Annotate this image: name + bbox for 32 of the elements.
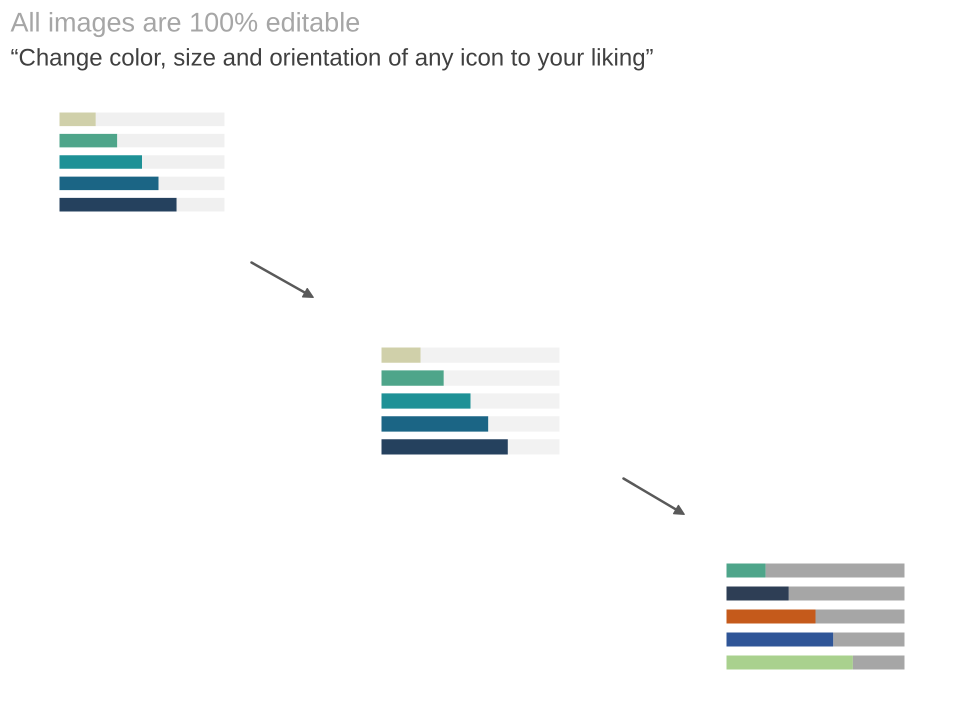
bar [96, 112, 224, 126]
text: “Change color, size and orientation of any icon to your liking” [10, 44, 654, 72]
bar [382, 439, 508, 454]
bar [444, 370, 560, 386]
bar [176, 198, 224, 212]
bar [382, 393, 470, 409]
bar [60, 134, 118, 148]
bar [726, 586, 789, 601]
bar [470, 393, 560, 409]
bar [508, 439, 560, 454]
bar [788, 586, 904, 601]
chart-title: All images are 100% editable [10, 8, 360, 38]
bar [142, 155, 224, 169]
bar [816, 609, 904, 624]
bar [60, 155, 142, 169]
bar [420, 348, 560, 363]
bar [766, 564, 904, 578]
bar [60, 198, 177, 212]
bar [726, 655, 853, 670]
bar [852, 655, 904, 670]
bar [382, 416, 488, 432]
bar [726, 609, 816, 624]
bar [382, 370, 444, 386]
bar [382, 348, 421, 363]
bar [117, 134, 224, 148]
bar [726, 632, 834, 647]
bar [60, 112, 96, 126]
bar [488, 416, 560, 432]
bar [833, 632, 904, 647]
bar [60, 176, 158, 190]
bar [726, 564, 766, 578]
bar [158, 176, 224, 190]
